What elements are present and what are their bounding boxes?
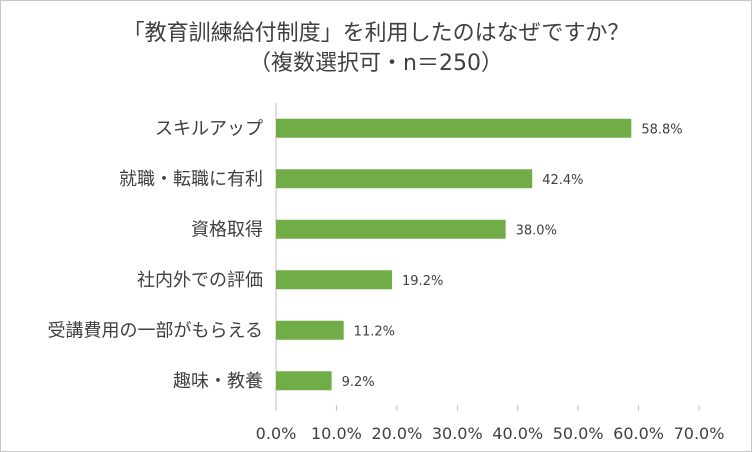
chart-title-line-2: （複数選択可・n＝250）: [249, 51, 503, 76]
category-label: 受講費用の一部がもらえる: [48, 320, 263, 341]
x-tick-label: 10.0%: [311, 424, 362, 443]
x-tick-label: 30.0%: [432, 424, 483, 443]
bar: [276, 219, 506, 239]
category-label: 趣味・教養: [173, 371, 263, 392]
data-label: 19.2%: [402, 274, 443, 289]
x-tick-label: 20.0%: [371, 424, 422, 443]
bar: [276, 169, 533, 189]
x-tick-label: 70.0%: [674, 424, 725, 443]
bar: [276, 371, 332, 391]
bar: [276, 118, 632, 138]
x-tick-label: 40.0%: [492, 424, 543, 443]
data-label: 38.0%: [516, 223, 557, 238]
x-tick-label: 50.0%: [553, 424, 604, 443]
x-tick-label: 0.0%: [256, 424, 297, 443]
data-label: 42.4%: [542, 173, 583, 188]
category-label: 就職・転職に有利: [119, 169, 263, 190]
chart-title-line-1: 「教育訓練給付制度」を利用したのはなぜですか？: [122, 21, 630, 46]
data-label: 58.8%: [641, 122, 682, 137]
category-label: 社内外での評価: [137, 270, 263, 291]
bar: [276, 320, 344, 340]
category-label: 資格取得: [191, 219, 263, 240]
bar: [276, 270, 393, 290]
data-label: 9.2%: [342, 375, 375, 390]
x-tick-label: 60.0%: [613, 424, 664, 443]
data-label: 11.2%: [354, 324, 395, 339]
category-label: スキルアップ: [155, 118, 263, 139]
